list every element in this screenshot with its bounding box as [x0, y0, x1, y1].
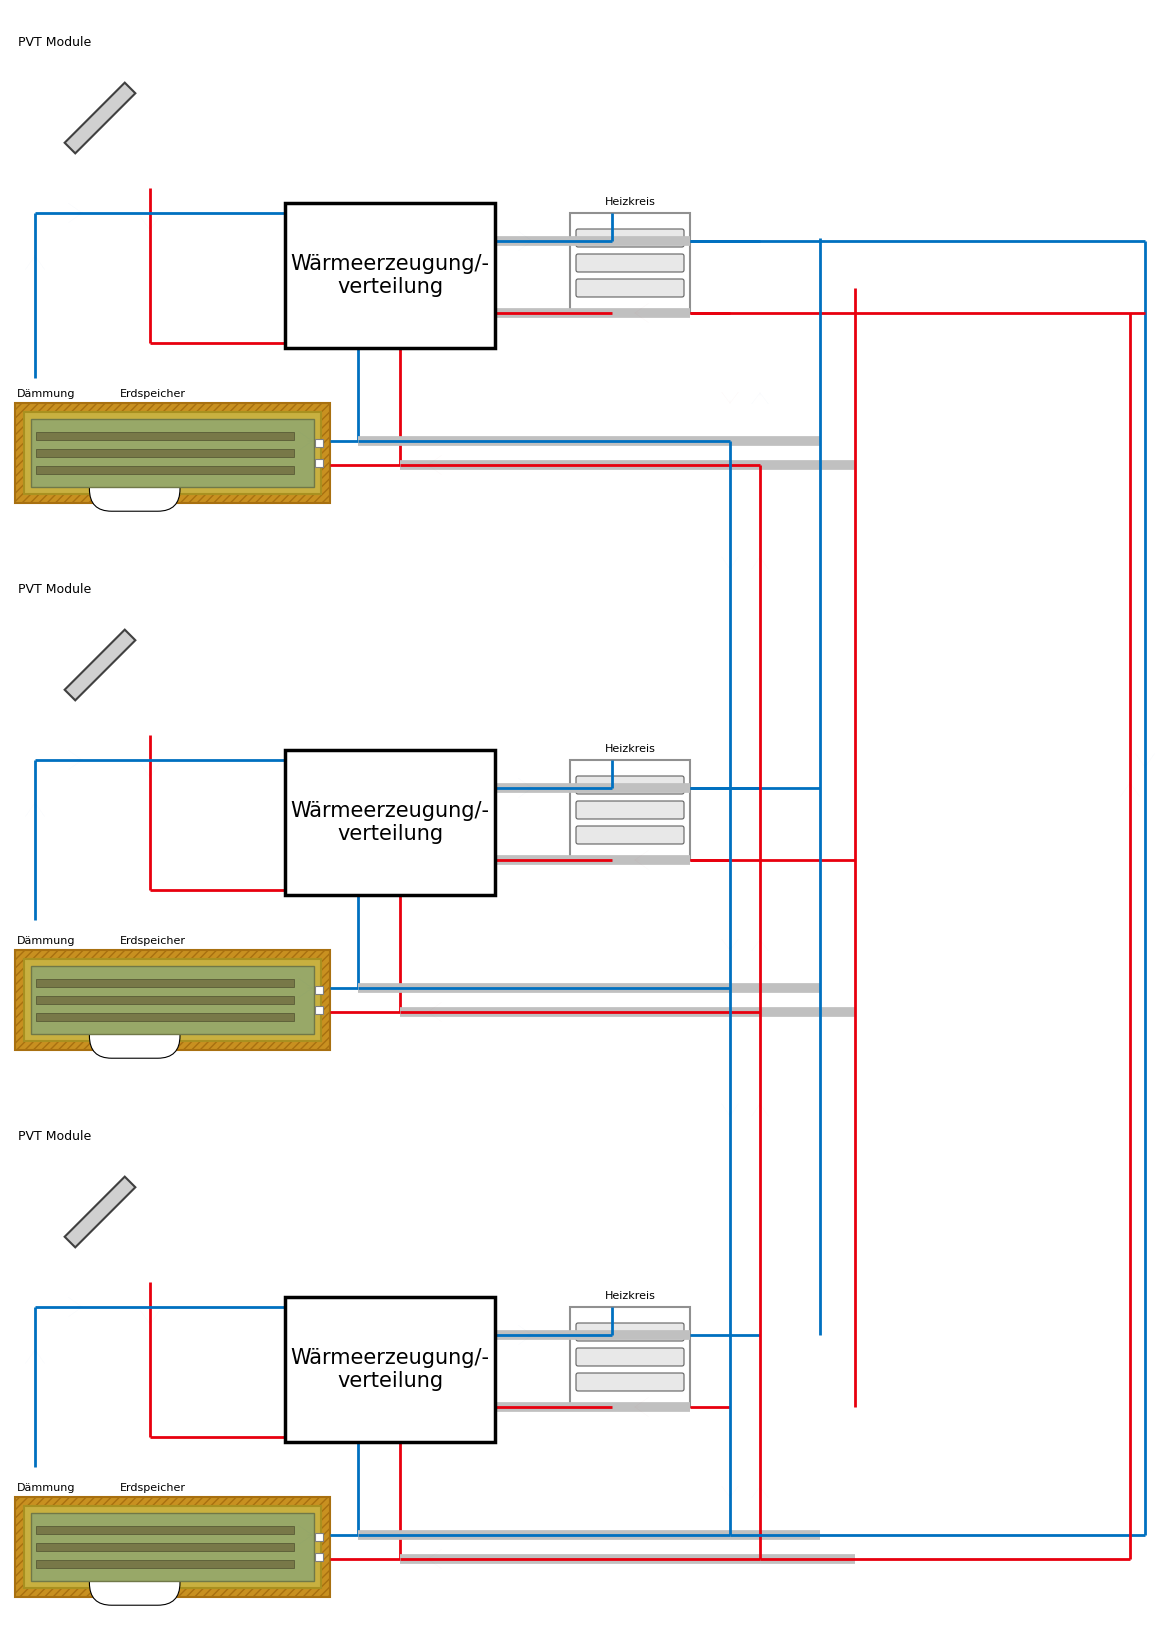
Bar	[15, 1496, 330, 1597]
Text: PVT Module: PVT Module	[18, 583, 91, 596]
Bar	[285, 751, 495, 895]
Bar	[36, 449, 294, 458]
Polygon shape	[64, 82, 136, 153]
FancyBboxPatch shape	[576, 280, 684, 296]
Bar	[30, 966, 314, 1034]
FancyBboxPatch shape	[576, 229, 684, 247]
Bar	[570, 1307, 690, 1407]
Text: Heizkreis: Heizkreis	[605, 198, 655, 207]
Bar	[570, 760, 690, 859]
Text: Heizkreis: Heizkreis	[605, 1290, 655, 1300]
Text: Dämmung: Dämmung	[18, 937, 76, 946]
Bar	[315, 986, 323, 994]
FancyBboxPatch shape	[576, 253, 684, 272]
Bar	[36, 466, 294, 474]
FancyBboxPatch shape	[576, 1373, 684, 1391]
Bar	[25, 412, 321, 494]
Bar	[36, 431, 294, 439]
Bar	[285, 1297, 495, 1442]
FancyBboxPatch shape	[576, 775, 684, 793]
Bar	[25, 1506, 321, 1588]
Bar	[315, 439, 323, 446]
FancyBboxPatch shape	[576, 826, 684, 844]
Bar	[30, 420, 314, 487]
Bar	[25, 960, 321, 1040]
Bar	[36, 1560, 294, 1569]
Bar	[36, 1526, 294, 1534]
Text: Heizkreis: Heizkreis	[605, 744, 655, 754]
Bar	[315, 1532, 323, 1541]
Bar	[315, 1006, 323, 1014]
Text: Erdreich: Erdreich	[111, 1025, 158, 1035]
Bar	[36, 1542, 294, 1551]
Text: Erdreich: Erdreich	[111, 1574, 158, 1583]
Polygon shape	[64, 630, 136, 700]
Text: Erdreich: Erdreich	[111, 479, 158, 489]
Text: Erdspeicher: Erdspeicher	[121, 937, 186, 946]
Text: PVT Module: PVT Module	[18, 36, 91, 49]
Bar	[15, 403, 330, 504]
Text: Wärmeerzeugung/-
verteilung: Wärmeerzeugung/- verteilung	[290, 802, 489, 844]
Bar	[570, 212, 690, 313]
FancyBboxPatch shape	[576, 1348, 684, 1366]
Text: Erdspeicher: Erdspeicher	[121, 1483, 186, 1493]
Bar	[15, 950, 330, 1050]
Bar	[30, 1513, 314, 1582]
Text: Wärmeerzeugung/-
verteilung: Wärmeerzeugung/- verteilung	[290, 1348, 489, 1391]
FancyBboxPatch shape	[576, 802, 684, 820]
Bar	[285, 202, 495, 347]
Text: Erdspeicher: Erdspeicher	[121, 388, 186, 398]
Bar	[315, 459, 323, 467]
Text: Dämmung: Dämmung	[18, 388, 76, 398]
Text: PVT Module: PVT Module	[18, 1131, 91, 1142]
Text: Wärmeerzeugung/-
verteilung: Wärmeerzeugung/- verteilung	[290, 253, 489, 296]
Bar	[36, 1012, 294, 1021]
Bar	[315, 1554, 323, 1560]
Bar	[36, 979, 294, 988]
Polygon shape	[64, 1177, 136, 1248]
Bar	[36, 996, 294, 1004]
Text: Dämmung: Dämmung	[18, 1483, 76, 1493]
FancyBboxPatch shape	[576, 1323, 684, 1341]
